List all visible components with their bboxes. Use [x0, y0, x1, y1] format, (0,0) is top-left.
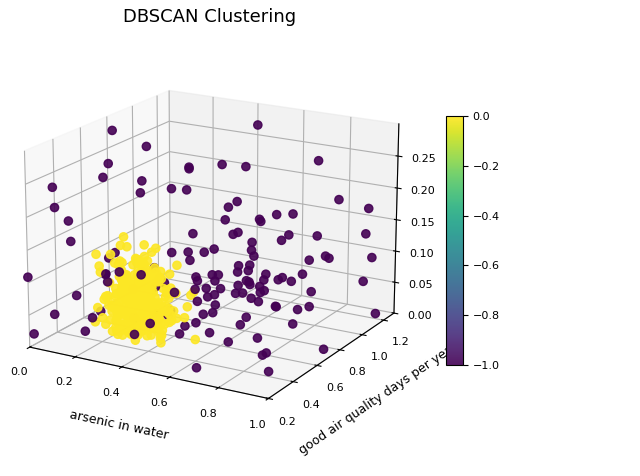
X-axis label: arsenic in water: arsenic in water [68, 408, 169, 442]
Y-axis label: good air quality days per year: good air quality days per year [297, 340, 461, 457]
Title: DBSCAN Clustering: DBSCAN Clustering [124, 8, 296, 26]
